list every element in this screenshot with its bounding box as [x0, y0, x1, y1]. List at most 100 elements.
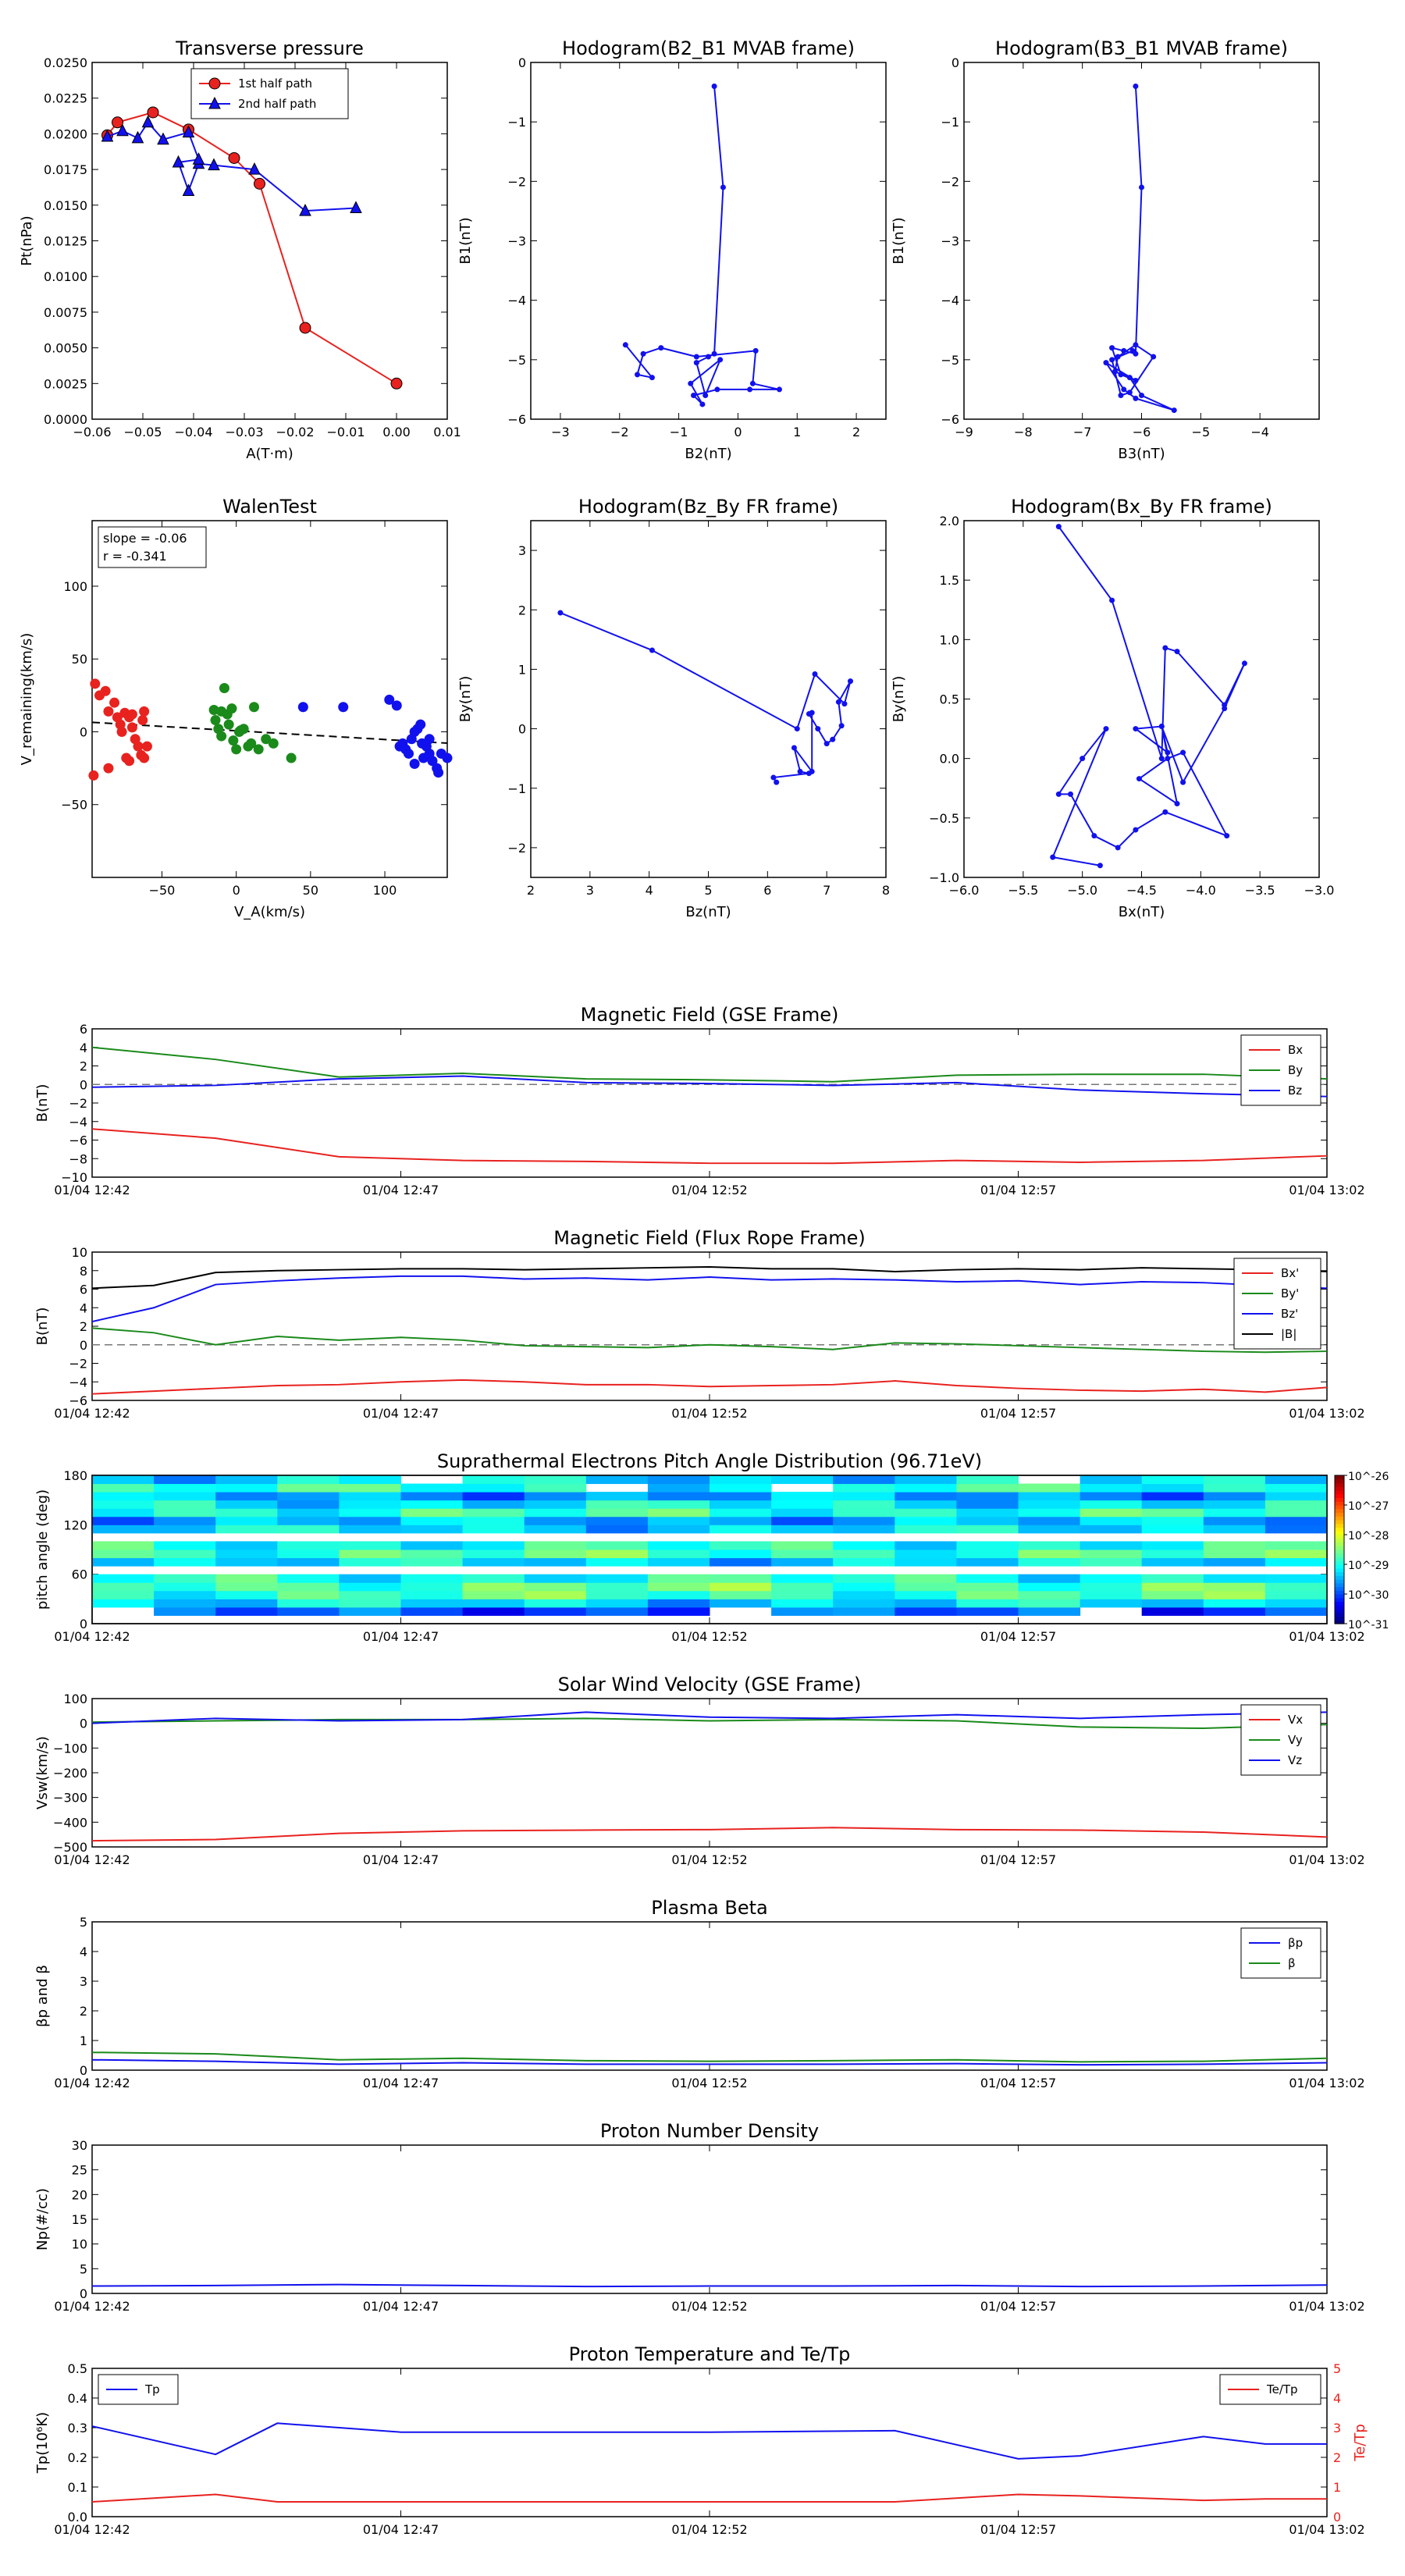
heatmap-cell: [400, 1516, 464, 1525]
y-tick-label: 0: [80, 724, 87, 739]
data-point: [147, 106, 159, 119]
colorbar-segment: [1335, 1497, 1344, 1502]
heatmap-cell: [585, 1525, 649, 1534]
colorbar-segment: [1335, 1478, 1344, 1484]
y-tick-label: −6: [507, 412, 526, 427]
heatmap-cell: [92, 1500, 155, 1509]
chart-title: WalenTest: [222, 496, 317, 518]
time-tick-label: 01/04 13:02: [1289, 2299, 1364, 2314]
chart-mag_gse: Magnetic Field (GSE Frame) −10 −8 −6 −4 −2 0 2 4…: [34, 1004, 1365, 1197]
y-axis-label: Vsw(km/s): [34, 1736, 51, 1809]
data-point: [1118, 372, 1124, 378]
heatmap-cell: [833, 1516, 895, 1525]
heatmap-cell: [400, 1557, 464, 1567]
data-point: [1162, 645, 1168, 651]
heatmap-cell: [339, 1500, 401, 1509]
legend: Te/Tp: [1219, 2374, 1321, 2405]
heatmap-cell: [956, 1606, 1019, 1616]
heatmap-cell: [524, 1582, 587, 1592]
data-point: [622, 342, 628, 348]
data-point: [841, 701, 848, 707]
plot-frame-top: [91, 1475, 1328, 1624]
heatmap-cell: [771, 1541, 834, 1550]
heatmap-cell: [92, 1590, 155, 1599]
heatmap-cell: [710, 1557, 772, 1567]
y-tick-label: 180: [63, 1468, 87, 1483]
x-axis-label: Bz(nT): [685, 904, 731, 920]
y-tick-label: 2: [518, 603, 526, 617]
heatmap-cell: [771, 1606, 834, 1616]
colorbar-segment: [1335, 1567, 1344, 1573]
plot-frame: [91, 2368, 1328, 2517]
heatmap-cell: [1141, 1550, 1204, 1559]
heatmap-cell: [647, 1483, 710, 1493]
data-point: [1109, 357, 1115, 363]
x-tick-label: 0.01: [433, 425, 461, 439]
heatmap-cell: [1080, 1516, 1143, 1525]
time-tick-label: 01/04 12:47: [363, 2522, 439, 2537]
time-tick-label: 01/04 12:57: [980, 2076, 1056, 2090]
heatmap-cell: [154, 1606, 216, 1616]
y-tick-label: −6: [69, 1133, 87, 1148]
heatmap-cell: [1018, 1541, 1081, 1550]
data-point: [141, 741, 152, 752]
heatmap-cell: [400, 1590, 464, 1599]
data-point: [1139, 184, 1144, 190]
x-axis-label: B2(nT): [685, 446, 731, 462]
heatmap-cell: [895, 1599, 957, 1608]
heatmap-cell: [585, 1516, 649, 1525]
y-tick-label: 2: [80, 1319, 87, 1334]
heatmap-cell: [895, 1492, 957, 1501]
data-point: [231, 744, 242, 755]
heatmap-cell: [462, 1550, 525, 1559]
data-point: [1162, 809, 1168, 815]
y-axis-label: Tp(10⁶K): [34, 2412, 51, 2474]
x-tick-label: −0.05: [123, 425, 162, 439]
data-point: [90, 678, 101, 689]
heatmap-cell: [524, 1475, 587, 1485]
data-point: [141, 115, 155, 128]
series-line-1: [91, 1379, 1328, 1395]
colorbar-segment: [1335, 1508, 1344, 1514]
heatmap-cell: [585, 1475, 649, 1485]
heatmap-cell: [462, 1508, 525, 1517]
x-tick-label: 7: [823, 883, 831, 898]
heatmap-cell: [710, 1541, 772, 1550]
y-tick-label: 4: [80, 1300, 87, 1315]
data-point: [182, 183, 195, 197]
heatmap-cell: [524, 1525, 587, 1534]
chart-h3: Hodogram(Bz_By FR frame) −2 −1 0 1 2 3 By(nT) 2 3…: [457, 496, 890, 920]
time-tick-label: 01/04 12:42: [54, 2299, 130, 2314]
y-tick-label: 5: [80, 2261, 87, 2276]
y-tick-label: 30: [72, 2138, 87, 2153]
data-point: [350, 201, 362, 213]
chart-np: Proton Number Density 0 5 10 15 20 25 30 Np(#/cc…: [34, 2120, 1365, 2314]
heatmap-cell: [215, 1508, 278, 1517]
heatmap-cell: [92, 1516, 155, 1525]
time-tick-label: 01/04 12:47: [363, 1852, 439, 1867]
heatmap-cell: [771, 1500, 834, 1509]
y-tick-label: 0.0075: [44, 305, 87, 320]
y-tick-label: 2.0: [940, 514, 959, 528]
time-tick-label: 01/04 12:42: [54, 2522, 130, 2537]
time-tick-label: 01/04 13:02: [1289, 1852, 1364, 1867]
heatmap-cell: [1203, 1550, 1266, 1559]
data-point: [720, 184, 726, 190]
y-tick-label: −400: [53, 1815, 87, 1830]
y-tick-label: 4: [80, 1041, 87, 1055]
x-tick-label: −5: [1192, 425, 1211, 439]
y-tick-label: 1: [80, 2033, 87, 2048]
heatmap-cell: [1018, 1516, 1081, 1525]
chart-temp: Proton Temperature and Te/Tp 0.0 0.1 0.2 0.3…: [34, 2343, 1368, 2537]
heatmap-cell: [1080, 1525, 1143, 1534]
heatmap-cell: [647, 1508, 710, 1517]
heatmap-cell: [462, 1483, 525, 1493]
y-tick-label: 120: [63, 1517, 87, 1532]
heatmap-cell: [277, 1475, 340, 1485]
data-point: [835, 699, 841, 705]
heatmap-cell: [1080, 1550, 1143, 1559]
data-point: [299, 203, 311, 216]
colorbar-segment: [1335, 1616, 1344, 1621]
heatmap-cell: [585, 1508, 649, 1517]
